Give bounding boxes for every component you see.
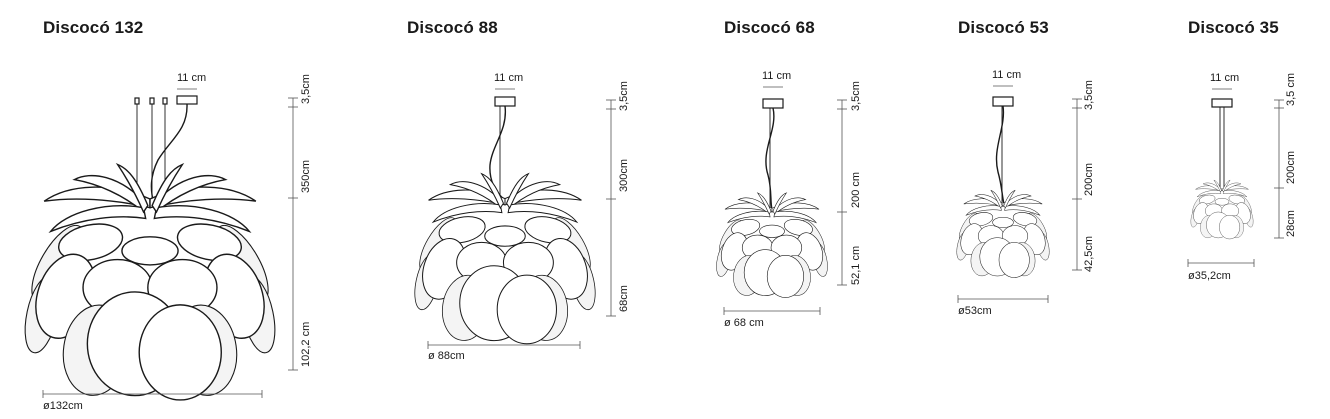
body-height-35: 28cm (1285, 210, 1297, 237)
body-height-132: 102,2 cm (300, 321, 312, 367)
lamp-68 (713, 86, 847, 315)
lamp-88 (409, 88, 616, 349)
model-title-132: Discocó 132 (43, 18, 144, 37)
lamp-132 (18, 88, 298, 401)
canopy-height-53: 3,5cm (1083, 80, 1095, 110)
canopy-88 (494, 96, 516, 107)
canopy-height-132: 3,5cm (300, 74, 312, 104)
diameter-68: ø 68 cm (724, 317, 764, 329)
canopy-53 (992, 96, 1014, 107)
model-title-35: Discocó 35 (1188, 18, 1279, 37)
diameter-88: ø 88cm (428, 350, 465, 362)
canopy-width-88: 11 cm (494, 72, 524, 84)
suspension-length-35: 200cm (1285, 150, 1297, 184)
canopy-height-35: 3,5 cm (1285, 72, 1297, 106)
diameter-132: ø132cm (43, 400, 83, 412)
suspension-length-53: 200cm (1083, 162, 1095, 196)
diameter-53: ø53cm (958, 305, 992, 317)
canopy-width-132: 11 cm (177, 72, 207, 84)
suspension-length-88: 300cm (618, 158, 630, 192)
model-title-68: Discocó 68 (724, 18, 815, 37)
canopy-height-68: 3,5cm (850, 81, 862, 111)
lamp-35 (1187, 88, 1284, 267)
diameter-35: ø35,2cm (1188, 270, 1231, 282)
body-height-68: 52,1 cm (850, 245, 862, 285)
model-title-53: Discocó 53 (958, 18, 1049, 37)
canopy-width-53: 11 cm (992, 69, 1022, 81)
canopy-68 (762, 98, 784, 109)
canopy-height-88: 3,5cm (618, 81, 630, 111)
canopy-width-68: 11 cm (762, 70, 792, 82)
suspension-length-68: 200 cm (850, 171, 862, 208)
suspension-length-132: 350cm (300, 159, 312, 193)
body-height-88: 68cm (618, 285, 630, 312)
model-title-88: Discocó 88 (407, 18, 498, 37)
canopy-35 (1211, 98, 1233, 108)
lamp-53 (954, 85, 1082, 303)
canopy-132 (176, 95, 198, 105)
canopy-width-35: 11 cm (1210, 72, 1240, 84)
body-height-53: 42,5cm (1083, 235, 1095, 272)
